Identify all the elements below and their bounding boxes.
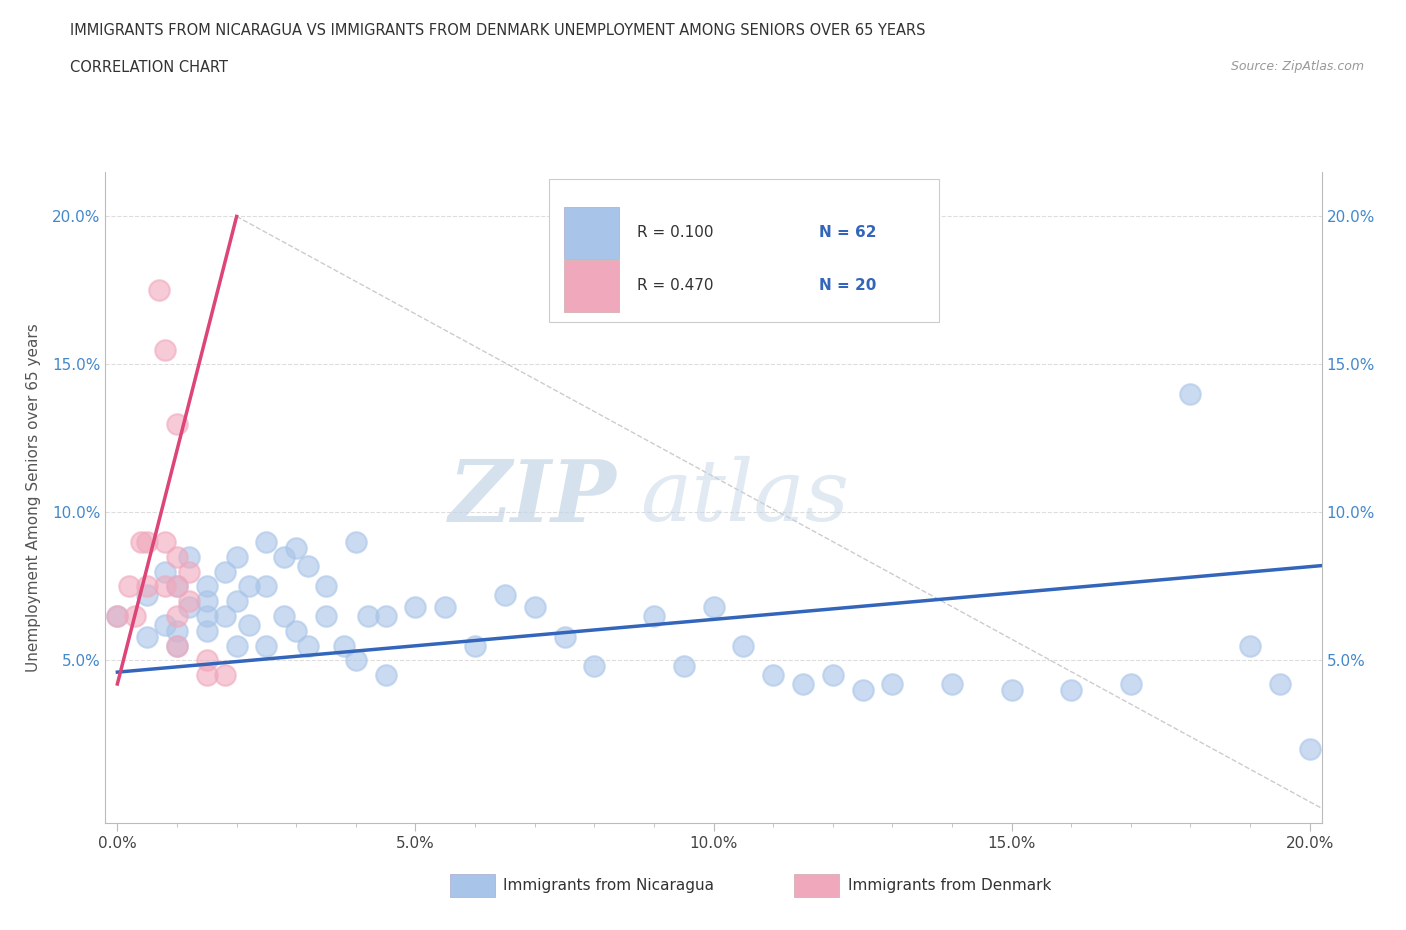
- Text: Immigrants from Denmark: Immigrants from Denmark: [848, 878, 1052, 893]
- Point: [166, 608, 188, 623]
- Text: N = 20: N = 20: [820, 278, 877, 294]
- Point: [254, 638, 277, 653]
- Point: [238, 578, 260, 593]
- Bar: [564, 207, 619, 259]
- Y-axis label: Unemployment Among Seniors over 65 years: Unemployment Among Seniors over 65 years: [27, 324, 41, 672]
- Bar: [564, 260, 619, 312]
- Point: [166, 578, 188, 593]
- Point: [225, 550, 247, 565]
- Point: [105, 608, 128, 623]
- Point: [136, 630, 159, 644]
- Point: [643, 608, 665, 623]
- Point: [129, 535, 152, 550]
- Point: [374, 668, 396, 683]
- Point: [195, 578, 218, 593]
- Point: [583, 658, 606, 673]
- Point: [195, 593, 218, 608]
- Point: [464, 638, 486, 653]
- Point: [821, 668, 844, 683]
- Point: [1001, 683, 1024, 698]
- Point: [1119, 676, 1142, 691]
- Point: [177, 550, 200, 565]
- Point: [404, 600, 426, 615]
- Point: [136, 578, 159, 593]
- Point: [672, 658, 695, 673]
- Point: [702, 600, 725, 615]
- Point: [762, 668, 785, 683]
- Point: [273, 608, 295, 623]
- Text: ZIP: ZIP: [449, 456, 616, 539]
- Point: [166, 550, 188, 565]
- Text: Source: ZipAtlas.com: Source: ZipAtlas.com: [1230, 60, 1364, 73]
- Point: [118, 578, 141, 593]
- Point: [195, 608, 218, 623]
- Point: [225, 638, 247, 653]
- Point: [357, 608, 380, 623]
- Text: atlas: atlas: [641, 457, 849, 538]
- Point: [166, 623, 188, 638]
- Point: [225, 593, 247, 608]
- Point: [792, 676, 814, 691]
- Text: N = 62: N = 62: [820, 225, 877, 241]
- Point: [153, 535, 176, 550]
- Point: [136, 588, 159, 603]
- Text: R = 0.100: R = 0.100: [637, 225, 713, 241]
- Point: [254, 535, 277, 550]
- Point: [124, 608, 146, 623]
- Point: [523, 600, 546, 615]
- Point: [136, 535, 159, 550]
- Point: [166, 638, 188, 653]
- Point: [148, 283, 170, 298]
- Point: [1299, 741, 1322, 756]
- Point: [374, 608, 396, 623]
- Point: [333, 638, 356, 653]
- Point: [166, 578, 188, 593]
- Point: [105, 608, 128, 623]
- Point: [177, 565, 200, 579]
- Point: [1268, 676, 1291, 691]
- Point: [553, 630, 575, 644]
- Point: [285, 540, 308, 555]
- Point: [195, 668, 218, 683]
- Point: [153, 578, 176, 593]
- Point: [166, 416, 188, 431]
- Text: Immigrants from Nicaragua: Immigrants from Nicaragua: [503, 878, 714, 893]
- Point: [494, 588, 516, 603]
- Point: [344, 653, 367, 668]
- Point: [153, 342, 176, 357]
- Point: [1180, 387, 1202, 402]
- Point: [297, 638, 319, 653]
- Point: [315, 608, 337, 623]
- Point: [941, 676, 963, 691]
- FancyBboxPatch shape: [550, 179, 939, 322]
- Point: [238, 618, 260, 632]
- Point: [852, 683, 875, 698]
- Point: [177, 593, 200, 608]
- Text: CORRELATION CHART: CORRELATION CHART: [70, 60, 228, 75]
- Point: [195, 653, 218, 668]
- Point: [733, 638, 755, 653]
- Point: [153, 618, 176, 632]
- Point: [315, 578, 337, 593]
- Point: [177, 600, 200, 615]
- Point: [153, 565, 176, 579]
- Point: [195, 623, 218, 638]
- Point: [273, 550, 295, 565]
- Text: IMMIGRANTS FROM NICARAGUA VS IMMIGRANTS FROM DENMARK UNEMPLOYMENT AMONG SENIORS : IMMIGRANTS FROM NICARAGUA VS IMMIGRANTS …: [70, 23, 925, 38]
- Text: R = 0.470: R = 0.470: [637, 278, 713, 294]
- Point: [166, 638, 188, 653]
- Point: [344, 535, 367, 550]
- Point: [297, 558, 319, 573]
- Point: [434, 600, 457, 615]
- Point: [214, 668, 236, 683]
- Point: [214, 608, 236, 623]
- Point: [882, 676, 904, 691]
- Point: [254, 578, 277, 593]
- Point: [214, 565, 236, 579]
- Point: [1060, 683, 1083, 698]
- Point: [1239, 638, 1261, 653]
- Point: [285, 623, 308, 638]
